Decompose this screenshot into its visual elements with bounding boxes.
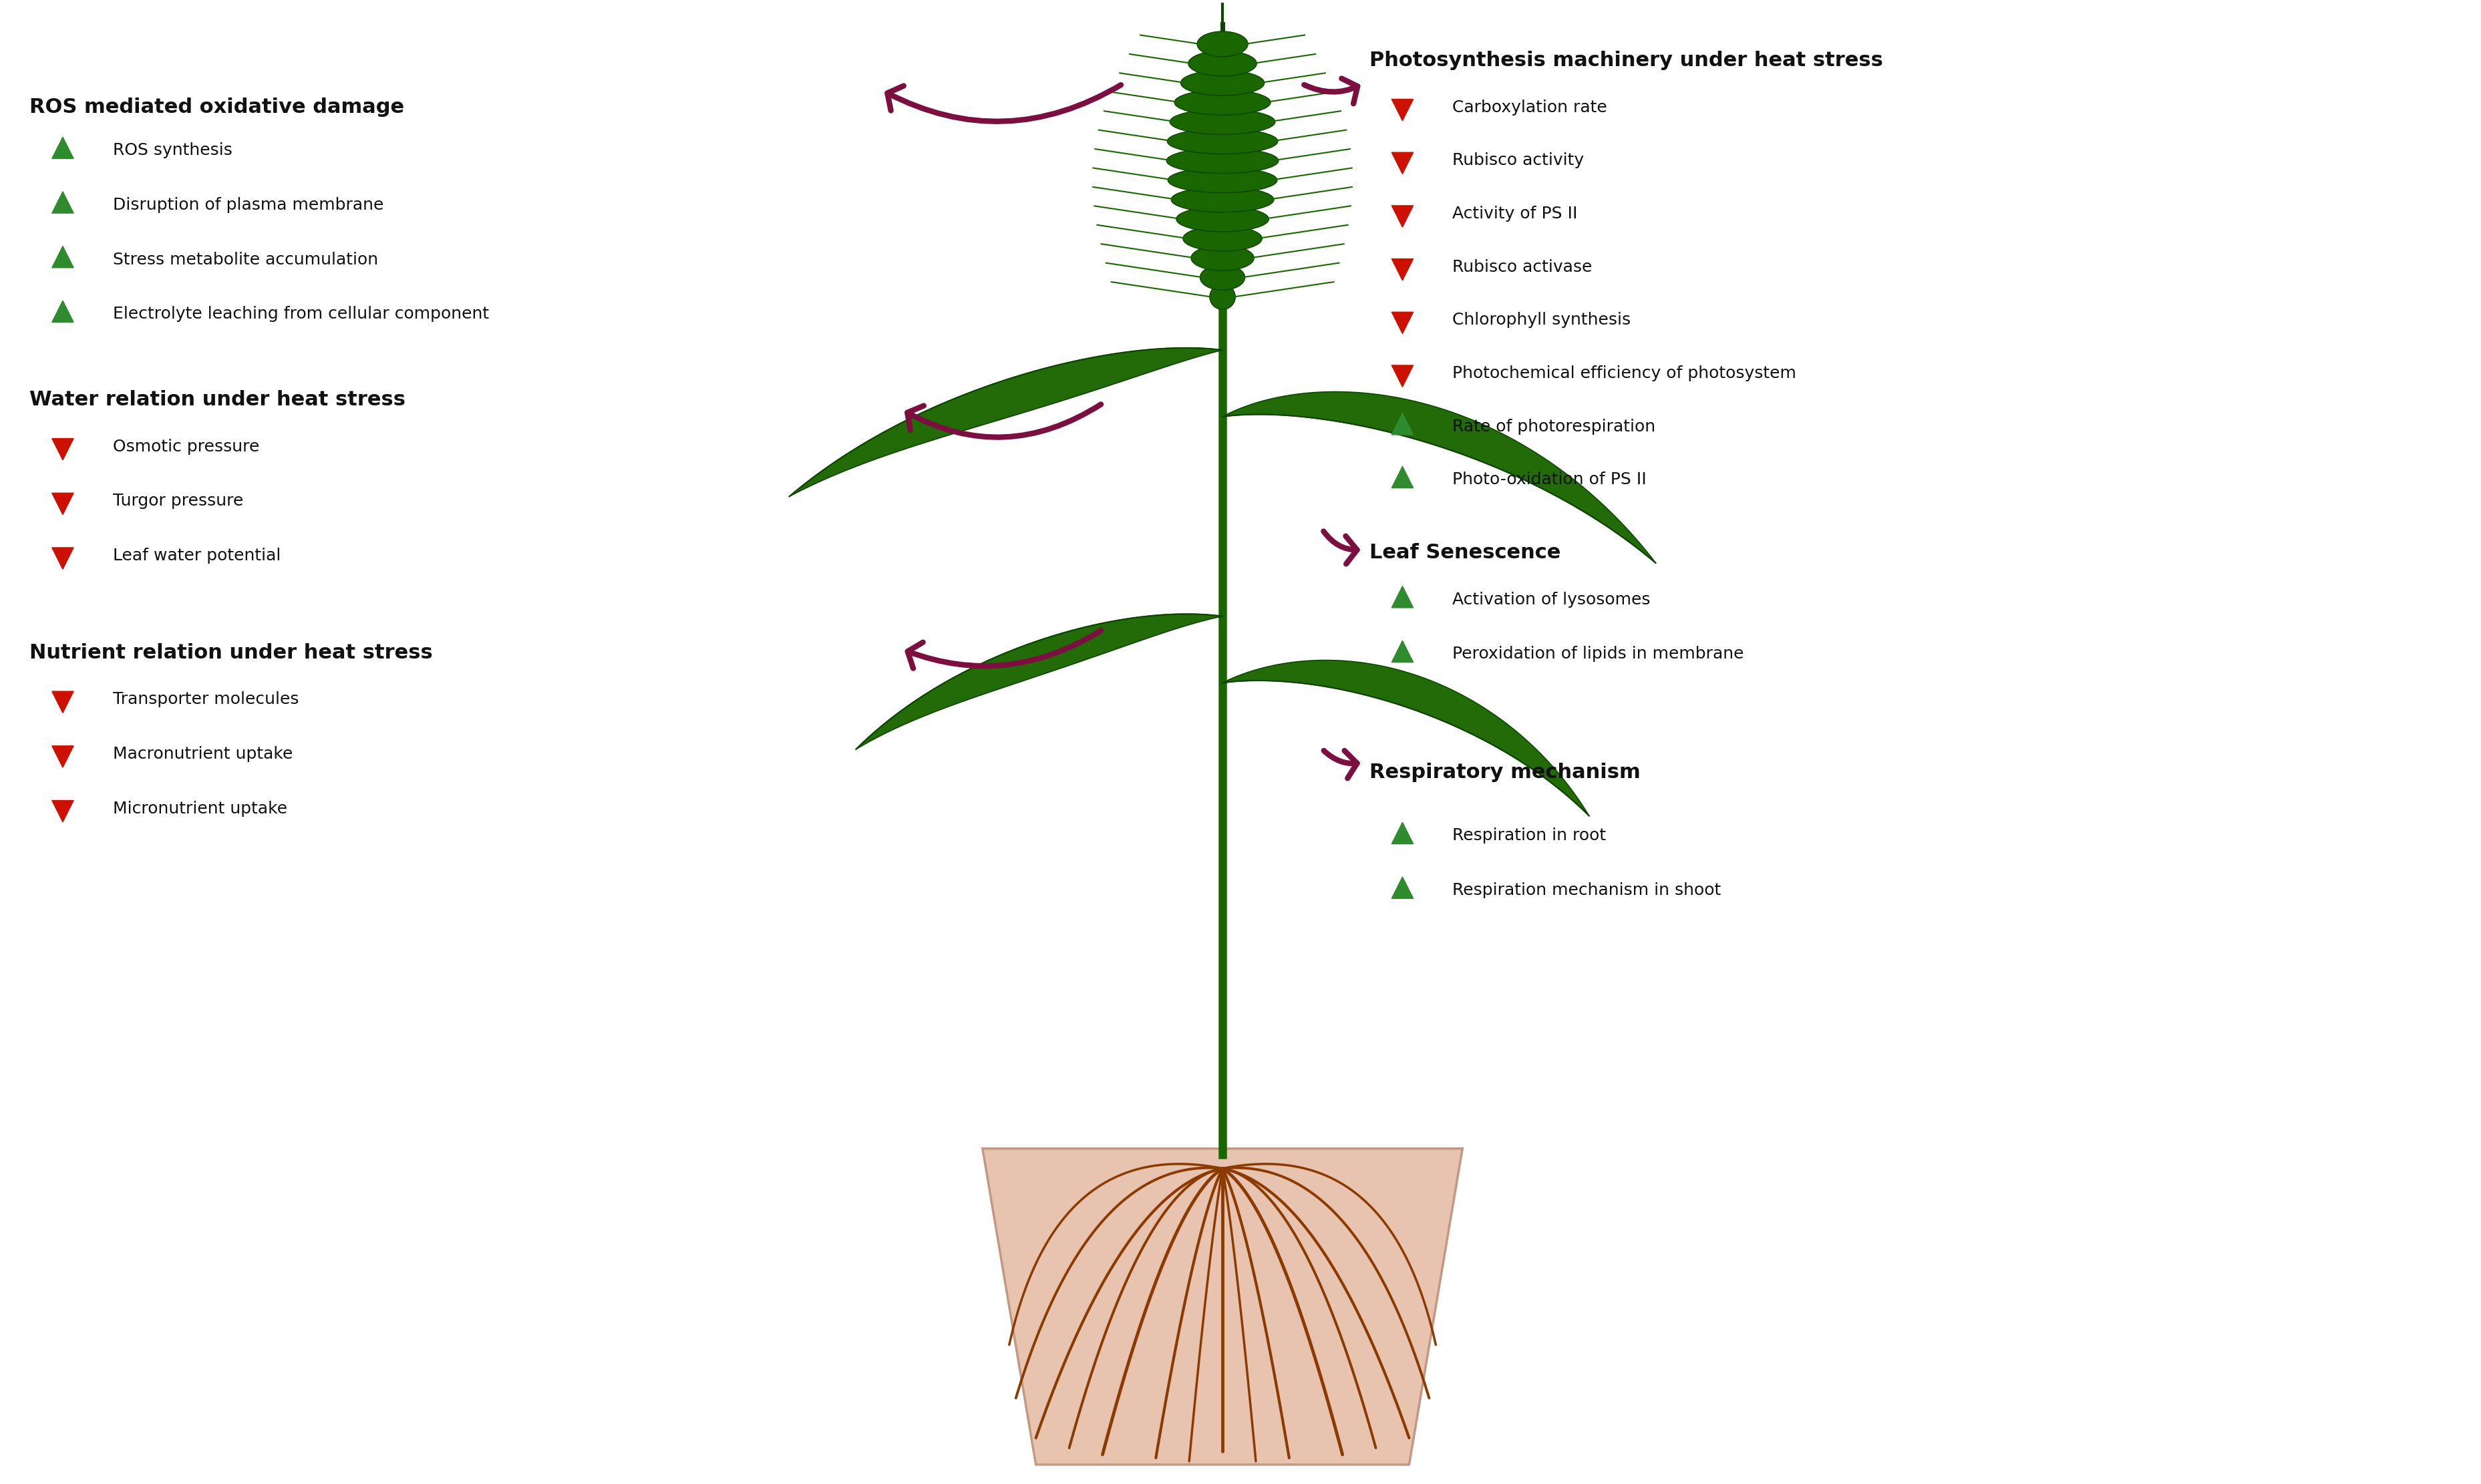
Polygon shape xyxy=(1392,153,1414,174)
Text: Respiration mechanism in shoot: Respiration mechanism in shoot xyxy=(1451,883,1722,898)
Polygon shape xyxy=(1392,312,1414,334)
Ellipse shape xyxy=(1174,89,1270,116)
Ellipse shape xyxy=(1211,285,1236,310)
Polygon shape xyxy=(1392,99,1414,120)
Text: Leaf Senescence: Leaf Senescence xyxy=(1370,543,1561,562)
Polygon shape xyxy=(789,347,1223,497)
Text: Rate of photorespiration: Rate of photorespiration xyxy=(1451,418,1655,435)
Ellipse shape xyxy=(1171,187,1273,212)
Text: Macronutrient uptake: Macronutrient uptake xyxy=(112,746,293,761)
Polygon shape xyxy=(52,301,74,322)
Text: Activation of lysosomes: Activation of lysosomes xyxy=(1451,592,1650,607)
Text: Photosynthesis machinery under heat stress: Photosynthesis machinery under heat stre… xyxy=(1370,50,1883,70)
Polygon shape xyxy=(1223,392,1655,562)
Polygon shape xyxy=(52,800,74,822)
Ellipse shape xyxy=(1176,206,1268,232)
Text: Respiratory mechanism: Respiratory mechanism xyxy=(1370,763,1640,782)
Polygon shape xyxy=(1392,586,1414,607)
Text: Rubisco activity: Rubisco activity xyxy=(1451,153,1585,169)
Text: Micronutrient uptake: Micronutrient uptake xyxy=(112,800,288,816)
Polygon shape xyxy=(52,493,74,515)
Text: Chlorophyll synthesis: Chlorophyll synthesis xyxy=(1451,312,1630,328)
Polygon shape xyxy=(1392,413,1414,435)
Polygon shape xyxy=(1392,641,1414,662)
Ellipse shape xyxy=(1166,148,1278,174)
Text: Leaf water potential: Leaf water potential xyxy=(112,548,280,564)
Text: Electrolyte leaching from cellular component: Electrolyte leaching from cellular compo… xyxy=(112,306,489,322)
Polygon shape xyxy=(1392,466,1414,488)
Polygon shape xyxy=(1392,258,1414,280)
Ellipse shape xyxy=(1166,129,1278,154)
Text: Stress metabolite accumulation: Stress metabolite accumulation xyxy=(112,252,377,267)
Polygon shape xyxy=(52,692,74,712)
Text: Transporter molecules: Transporter molecules xyxy=(112,692,298,708)
Ellipse shape xyxy=(1198,31,1248,56)
Polygon shape xyxy=(52,137,74,159)
Text: ROS mediated oxidative damage: ROS mediated oxidative damage xyxy=(30,98,404,117)
Polygon shape xyxy=(52,246,74,267)
Polygon shape xyxy=(52,548,74,570)
Ellipse shape xyxy=(1201,264,1245,289)
Ellipse shape xyxy=(1183,226,1263,251)
Text: Respiration in root: Respiration in root xyxy=(1451,828,1605,844)
Ellipse shape xyxy=(1171,110,1275,135)
Polygon shape xyxy=(982,1149,1461,1465)
Text: Turgor pressure: Turgor pressure xyxy=(112,493,243,509)
Polygon shape xyxy=(1392,365,1414,387)
Text: ROS synthesis: ROS synthesis xyxy=(112,142,233,159)
Ellipse shape xyxy=(1191,245,1253,270)
Polygon shape xyxy=(1392,877,1414,898)
Polygon shape xyxy=(1392,822,1414,844)
Text: Disruption of plasma membrane: Disruption of plasma membrane xyxy=(112,197,385,214)
Polygon shape xyxy=(856,614,1223,749)
Text: Photochemical efficiency of photosystem: Photochemical efficiency of photosystem xyxy=(1451,365,1796,381)
Text: Water relation under heat stress: Water relation under heat stress xyxy=(30,390,404,410)
Polygon shape xyxy=(52,438,74,460)
Text: Nutrient relation under heat stress: Nutrient relation under heat stress xyxy=(30,643,432,662)
Text: Activity of PS II: Activity of PS II xyxy=(1451,206,1578,221)
Text: Rubisco activase: Rubisco activase xyxy=(1451,258,1593,275)
Text: Osmotic pressure: Osmotic pressure xyxy=(112,439,261,454)
Text: Photo-oxidation of PS II: Photo-oxidation of PS II xyxy=(1451,472,1647,488)
Ellipse shape xyxy=(1169,168,1278,193)
Text: Carboxylation rate: Carboxylation rate xyxy=(1451,99,1608,116)
Polygon shape xyxy=(1392,206,1414,227)
Text: Peroxidation of lipids in membrane: Peroxidation of lipids in membrane xyxy=(1451,646,1744,662)
Polygon shape xyxy=(1223,660,1590,816)
Polygon shape xyxy=(52,191,74,214)
Ellipse shape xyxy=(1188,50,1258,76)
Ellipse shape xyxy=(1181,70,1265,95)
Polygon shape xyxy=(52,746,74,767)
